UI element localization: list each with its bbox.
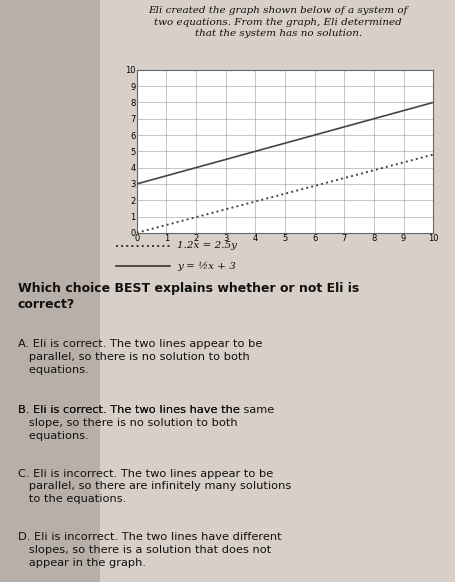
Text: B. Eli is correct. The two lines have the same
   slope, so there is no solution: B. Eli is correct. The two lines have th… — [18, 405, 273, 441]
Text: Which choice BEST explains whether or not Eli is
correct?: Which choice BEST explains whether or no… — [18, 282, 359, 311]
Text: A. Eli is correct. The two lines appear to be
   parallel, so there is no soluti: A. Eli is correct. The two lines appear … — [18, 339, 262, 375]
Text: B. Eli is correct. The two lines have the: B. Eli is correct. The two lines have th… — [18, 405, 243, 415]
Text: D. Eli is incorrect. The two lines have different
   slopes, so there is a solut: D. Eli is incorrect. The two lines have … — [18, 532, 281, 568]
Text: 1.2x = 2.5y: 1.2x = 2.5y — [177, 242, 237, 250]
Text: C. Eli is incorrect. The two lines appear to be
   parallel, so there are infini: C. Eli is incorrect. The two lines appea… — [18, 469, 290, 504]
Text: y = ½x + 3: y = ½x + 3 — [177, 262, 235, 271]
Text: Eli created the graph shown below of a system of
two equations. From the graph, : Eli created the graph shown below of a s… — [148, 6, 407, 38]
